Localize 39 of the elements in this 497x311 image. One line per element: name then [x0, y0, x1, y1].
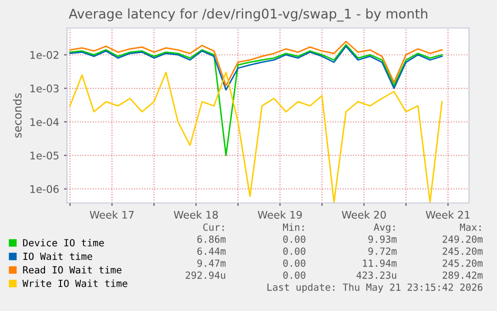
text: 9.93m	[368, 235, 397, 243]
text: Cur:	[203, 223, 224, 231]
y-tick-label: 1e-06	[30, 185, 59, 194]
x-tick-label: Week 18	[174, 210, 218, 219]
y-tick-label: 1e-02	[30, 51, 58, 59]
y-tick-label: 1e-05	[30, 152, 58, 160]
text: 292.94u	[186, 271, 226, 279]
text: Avg:	[374, 224, 395, 233]
text: 9.47m	[197, 259, 226, 267]
legend-label: IO Wait time	[23, 252, 92, 260]
text: 0.00	[283, 235, 306, 243]
y-axis-title: seconds	[13, 93, 22, 138]
x-tick-label: Week 17	[90, 210, 134, 219]
chart-title: Average latency for /dev/ring01-vg/swap_1 - by month	[68, 8, 428, 22]
text: 0.00	[283, 247, 306, 255]
text: 0.00	[283, 259, 306, 267]
x-tick-label: Week 21	[426, 210, 470, 219]
y-tick-label: 1e-03	[30, 84, 59, 92]
text: 9.72m	[368, 247, 397, 255]
text: Max:	[460, 224, 481, 231]
text: 0.00	[283, 271, 306, 279]
text: 6.44m	[197, 247, 226, 255]
text: 245.20m	[442, 259, 483, 267]
line-series	[69, 72, 443, 203]
text: 6.86m	[197, 235, 226, 243]
x-tick-label: Week 19	[258, 210, 302, 219]
text: 423.23u	[356, 271, 396, 279]
x-tick-label: Week 20	[342, 210, 386, 219]
text: 245.20m	[442, 247, 483, 255]
line-series	[69, 44, 443, 156]
text: Min:	[282, 223, 304, 231]
text: 249.20m	[442, 235, 483, 243]
legend-label: Write IO Wait time	[22, 280, 128, 288]
y-tick-label: 1e-04	[30, 118, 59, 126]
legend-label: Read IO Wait time	[23, 266, 122, 274]
legend-label: Device IO time	[23, 238, 104, 246]
text: 11.94m	[363, 259, 397, 267]
text: 289.42m	[442, 271, 483, 279]
text: Last update: Thu May 21 23:15:42 2026	[267, 283, 482, 293]
